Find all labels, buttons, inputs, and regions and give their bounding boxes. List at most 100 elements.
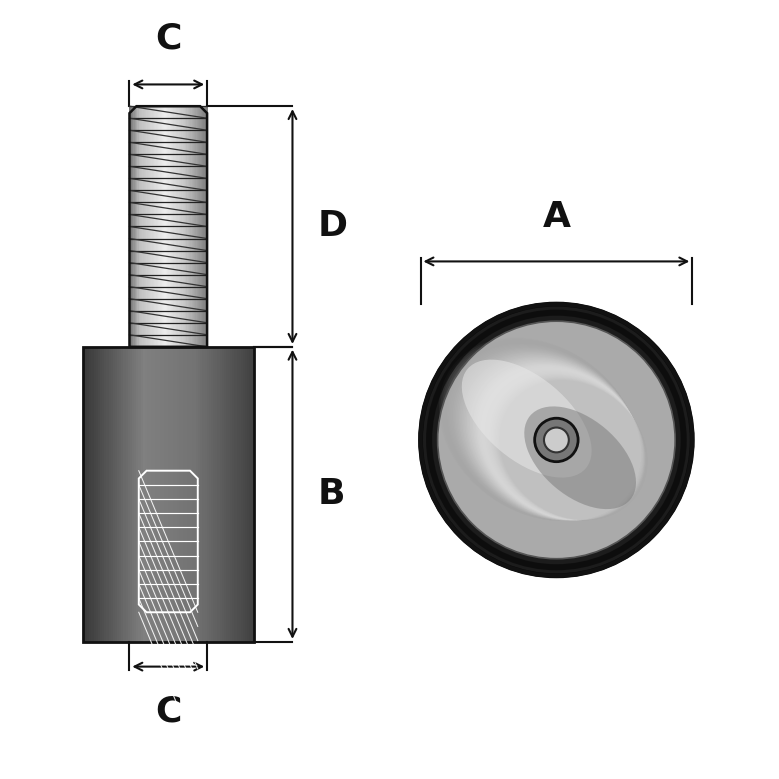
Ellipse shape [446, 343, 640, 521]
Bar [176, 106, 178, 347]
Bar [156, 347, 158, 642]
Bar [182, 106, 183, 347]
Bar [238, 347, 241, 642]
Bar [151, 106, 153, 347]
Bar [174, 106, 175, 347]
Bar [102, 347, 105, 642]
Bar [167, 106, 169, 347]
Bar [185, 106, 187, 347]
Bar [150, 106, 152, 347]
Ellipse shape [462, 354, 642, 520]
Ellipse shape [490, 374, 646, 520]
Bar [113, 347, 116, 642]
Bar [209, 347, 212, 642]
Ellipse shape [478, 365, 644, 520]
Ellipse shape [421, 304, 693, 576]
Bar [198, 106, 200, 347]
Bar [186, 106, 189, 347]
Bar [100, 347, 103, 642]
Bar [128, 347, 131, 642]
Text: C: C [155, 695, 182, 728]
Bar [193, 106, 195, 347]
Bar [135, 106, 136, 347]
Bar [230, 347, 233, 642]
Bar [174, 347, 178, 642]
Ellipse shape [462, 360, 591, 478]
Bar [211, 347, 214, 642]
Bar [206, 347, 210, 642]
Bar [177, 347, 180, 642]
Bar [202, 106, 204, 347]
Ellipse shape [474, 363, 643, 520]
Ellipse shape [524, 407, 636, 509]
Bar [134, 347, 137, 642]
Ellipse shape [440, 339, 639, 521]
Bar [136, 106, 138, 347]
Ellipse shape [443, 341, 639, 521]
Bar [194, 347, 197, 642]
Ellipse shape [493, 375, 647, 520]
Bar [155, 106, 157, 347]
Bar [83, 347, 254, 642]
Bar [215, 347, 218, 642]
Bar [213, 347, 216, 642]
Bar [96, 347, 99, 642]
Bar [143, 106, 146, 347]
Bar [139, 106, 142, 347]
Bar [90, 347, 92, 642]
Bar [157, 106, 159, 347]
Bar [83, 347, 86, 642]
Bar [98, 347, 100, 642]
Ellipse shape [454, 348, 640, 520]
Ellipse shape [439, 337, 638, 521]
Bar [183, 347, 186, 642]
Bar [247, 347, 250, 642]
Bar [228, 347, 231, 642]
Bar [249, 347, 252, 642]
Bar [147, 347, 150, 642]
Bar [181, 347, 184, 642]
Bar [188, 347, 190, 642]
Bar [203, 347, 206, 642]
Ellipse shape [498, 379, 647, 520]
Bar [192, 106, 194, 347]
Bar [163, 106, 165, 347]
Bar [178, 106, 179, 347]
Bar [171, 106, 173, 347]
Bar [147, 106, 150, 347]
Bar [160, 106, 163, 347]
Bar [146, 106, 148, 347]
Bar [185, 347, 189, 642]
Ellipse shape [499, 380, 647, 520]
Ellipse shape [476, 364, 644, 520]
Ellipse shape [456, 350, 641, 520]
Bar [149, 347, 152, 642]
Bar [200, 347, 203, 642]
Bar [168, 106, 171, 347]
Ellipse shape [488, 372, 646, 520]
Bar [108, 347, 111, 642]
Ellipse shape [448, 344, 640, 521]
Bar [217, 347, 220, 642]
Bar [107, 347, 109, 642]
Bar [129, 106, 132, 347]
Bar [198, 347, 201, 642]
Text: A: A [542, 200, 570, 234]
Bar [132, 106, 134, 347]
Bar [164, 347, 167, 642]
Bar [222, 347, 224, 642]
Bar [188, 106, 190, 347]
Bar [139, 347, 141, 642]
Bar [197, 106, 199, 347]
Bar [91, 347, 94, 642]
Bar [190, 106, 192, 347]
Bar [154, 106, 156, 347]
Bar [130, 347, 132, 642]
Bar [220, 347, 223, 642]
Bar [143, 106, 144, 347]
Bar [168, 347, 171, 642]
Bar [159, 106, 161, 347]
Bar [205, 106, 206, 347]
Ellipse shape [487, 372, 646, 520]
Ellipse shape [453, 347, 640, 520]
